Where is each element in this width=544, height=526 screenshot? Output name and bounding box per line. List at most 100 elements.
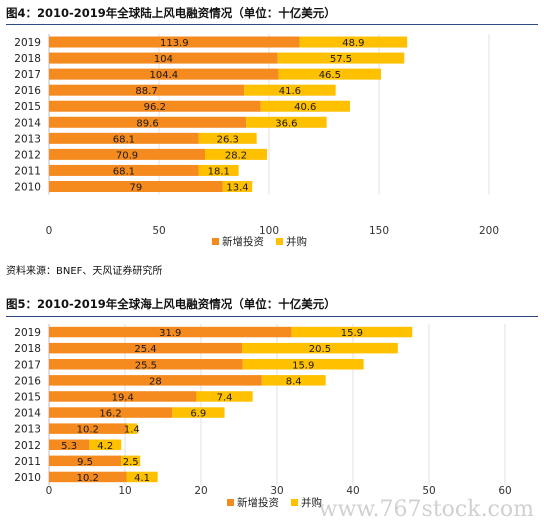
data-label: 40.6: [294, 102, 316, 113]
data-label: 48.9: [342, 38, 364, 49]
data-label: 20.5: [309, 344, 331, 355]
bar-merger: [172, 407, 225, 418]
y-tick-label: 2019: [14, 327, 41, 339]
data-label: 25.4: [134, 344, 156, 355]
x-tick-label: 50: [152, 225, 165, 237]
data-label: 104: [154, 54, 173, 65]
y-tick-label: 2017: [14, 69, 41, 81]
y-tick-label: 2017: [14, 359, 41, 371]
bar-new-investment: [49, 407, 173, 418]
data-label: 5.3: [61, 441, 77, 452]
bar-merger: [222, 180, 253, 192]
legend-label: 新增投资: [222, 235, 264, 248]
data-label: 41.6: [279, 86, 301, 97]
y-tick-label: 2015: [14, 101, 41, 113]
x-tick-label: 40: [346, 485, 359, 497]
bar-new-investment: [49, 423, 127, 434]
title-divider: [6, 24, 538, 25]
bar-merger: [198, 164, 239, 176]
title-divider: [6, 316, 538, 317]
bar-new-investment: [49, 342, 243, 354]
legend-swatch-merger: [276, 238, 283, 245]
bar-new-investment: [49, 164, 199, 176]
data-label: 4.1: [134, 473, 150, 484]
x-tick-label: 20: [194, 485, 207, 497]
bar-merger: [277, 52, 405, 64]
data-label: 68.1: [113, 134, 135, 145]
bar-merger: [260, 100, 350, 112]
bar-merger: [126, 423, 138, 434]
legend-swatch-merger: [291, 499, 298, 506]
data-label: 36.6: [275, 118, 297, 129]
y-tick-label: 2011: [14, 165, 41, 177]
data-label: 113.9: [160, 38, 189, 49]
chart-title-onshore: 图4：2010-2019年全球陆上风电融资情况（单位：十亿美元）: [6, 6, 336, 20]
data-label: 68.1: [113, 166, 135, 177]
bar-new-investment: [49, 439, 90, 450]
data-label: 15.9: [292, 360, 314, 371]
y-tick-label: 2014: [14, 117, 41, 129]
x-tick-label: 100: [259, 225, 279, 237]
x-tick-label: 0: [46, 485, 53, 497]
x-tick-label: 0: [46, 225, 53, 237]
bar-merger: [291, 326, 413, 338]
x-tick-label: 10: [118, 485, 131, 497]
y-tick-label: 2015: [14, 391, 41, 403]
onshore-financing-chart: 2019 113.9 48.9 2018 104 57.5 2017 104.4 46.5 201…: [14, 34, 499, 248]
bar-merger: [126, 471, 158, 483]
y-tick-label: 2019: [14, 37, 41, 49]
watermark: www.767stock.com: [318, 497, 534, 522]
bar-new-investment: [49, 36, 300, 48]
data-label: 13.4: [226, 182, 248, 193]
y-tick-label: 2013: [14, 133, 41, 145]
legend-label: 新增投资: [237, 496, 279, 509]
bar-merger: [246, 116, 327, 128]
x-tick-label: 50: [422, 485, 435, 497]
y-tick-label: 2012: [14, 149, 41, 161]
data-label: 104.4: [150, 70, 179, 81]
y-tick-label: 2016: [14, 375, 41, 387]
legend-label: 并购: [286, 235, 307, 248]
data-label: 26.3: [217, 134, 239, 145]
bar-merger: [299, 36, 408, 48]
data-label: 31.9: [159, 328, 181, 339]
data-label: 9.5: [77, 457, 93, 468]
data-label: 70.9: [116, 150, 138, 161]
bar-new-investment: [49, 391, 197, 402]
y-tick-label: 2012: [14, 440, 41, 452]
data-label: 4.2: [97, 441, 113, 452]
data-label: 88.7: [135, 86, 157, 97]
data-label: 10.2: [77, 425, 99, 436]
data-label: 46.5: [319, 70, 341, 81]
bar-new-investment: [49, 132, 199, 144]
data-label: 1.4: [124, 425, 140, 436]
bar-merger: [242, 342, 398, 354]
data-label: 18.1: [208, 166, 230, 177]
y-tick-label: 2011: [14, 456, 41, 468]
data-label: 2.5: [123, 457, 139, 468]
bar-merger: [261, 375, 326, 386]
data-label: 57.5: [330, 54, 352, 65]
data-label: 15.9: [341, 328, 363, 339]
bar-merger: [244, 84, 336, 96]
data-label: 25.5: [135, 360, 157, 371]
bar-new-investment: [49, 52, 278, 64]
bar-new-investment: [49, 148, 205, 160]
bar-new-investment: [49, 180, 223, 192]
bar-merger: [242, 359, 364, 370]
data-label: 8.4: [286, 376, 302, 387]
y-tick-label: 2018: [14, 343, 41, 355]
x-tick-label: 200: [479, 225, 499, 237]
data-label: 6.9: [190, 409, 206, 420]
data-label: 19.4: [112, 392, 134, 403]
data-label: 89.6: [136, 118, 158, 129]
x-tick-label: 30: [270, 485, 283, 497]
y-tick-label: 2010: [14, 181, 41, 193]
bar-new-investment: [49, 471, 127, 483]
bar-merger: [196, 391, 253, 402]
chart-title-offshore: 图5：2010-2019年全球海上风电融资情况（单位：十亿美元）: [6, 297, 336, 311]
data-label: 7.4: [217, 392, 233, 403]
y-tick-label: 2014: [14, 408, 41, 420]
bar-new-investment: [49, 455, 122, 467]
data-label: 28: [149, 376, 162, 387]
